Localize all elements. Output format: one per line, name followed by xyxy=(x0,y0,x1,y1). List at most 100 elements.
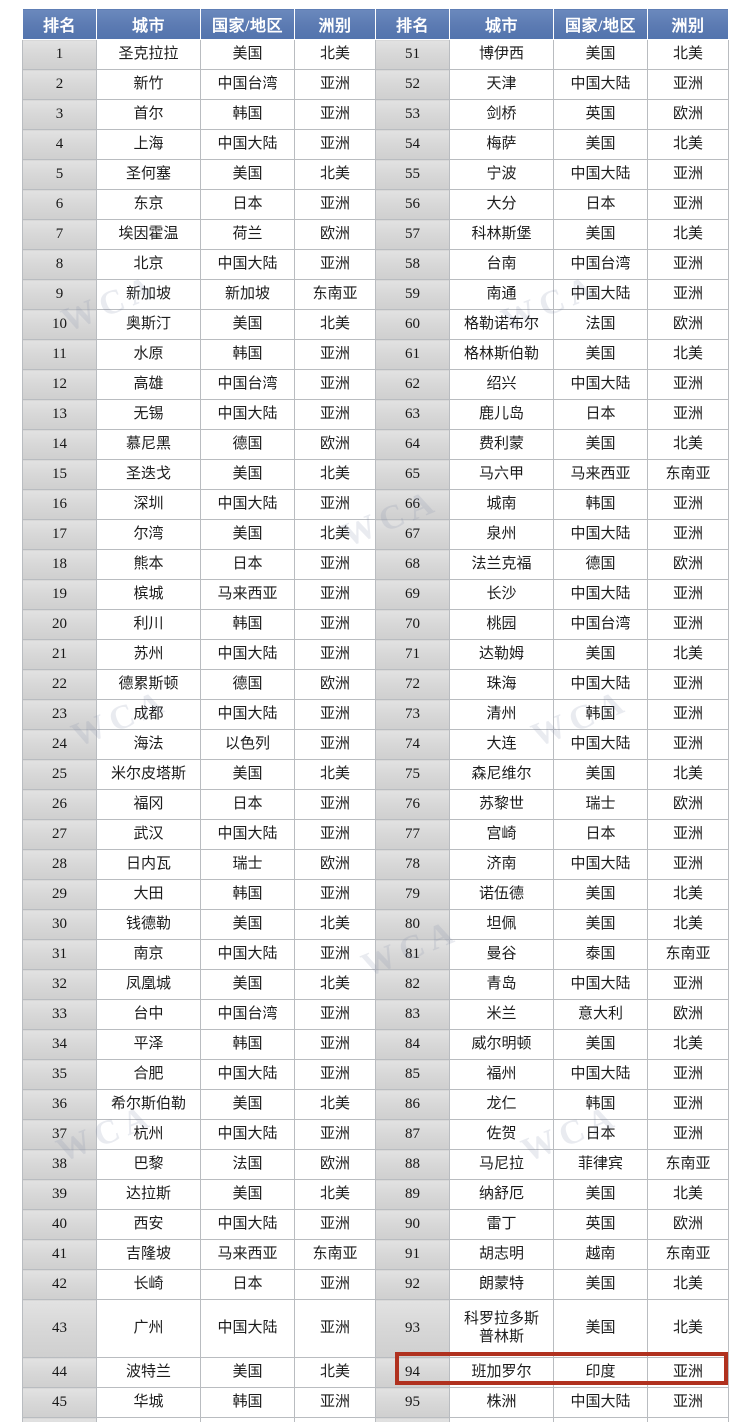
cell-country-left: 中国大陆 xyxy=(200,1119,295,1150)
cell-city-left: 苏州 xyxy=(96,639,201,670)
cell-city-left: 圣何塞 xyxy=(96,159,201,190)
cell-continent-left: 亚洲 xyxy=(294,69,376,100)
cell-city-left: 圣迭戈 xyxy=(96,459,201,490)
cell-continent-right: 亚洲 xyxy=(647,279,729,310)
cell-rank-left: 26 xyxy=(22,789,97,820)
cell-country-left: 中国大陆 xyxy=(200,129,295,160)
cell-country-left: 美国 xyxy=(200,519,295,550)
cell-country-right: 菲律宾 xyxy=(553,1149,648,1180)
cell-rank-right: 69 xyxy=(375,579,450,610)
cell-country-left: 中国大陆 xyxy=(200,819,295,850)
table-row: 31 南京 中国大陆 亚洲 81 曼谷 泰国 东南亚 xyxy=(22,939,729,970)
cell-rank-left: 19 xyxy=(22,579,97,610)
cell-country-right: 中国大陆 xyxy=(553,369,648,400)
cell-city-right: 青岛 xyxy=(449,969,554,1000)
table-row: 40 西安 中国大陆 亚洲 90 雷丁 英国 欧洲 xyxy=(22,1209,729,1240)
cell-continent-left: 欧洲 xyxy=(294,849,376,880)
cell-rank-right: 71 xyxy=(375,639,450,670)
cell-continent-left: 欧洲 xyxy=(294,1149,376,1180)
cell-city-left: 北京 xyxy=(96,249,201,280)
cell-city-right: 大分 xyxy=(449,189,554,220)
cell-rank-right: 56 xyxy=(375,189,450,220)
cell-rank-left: 44 xyxy=(22,1357,97,1388)
ranking-table-wrapper: 排名 城市 国家/地区 洲别 排名 城市 国家/地区 洲别 1 圣克拉拉 美国 北美 5… xyxy=(22,8,729,1422)
table-row: 18 熊本 日本 亚洲 68 法兰克福 德国 欧洲 xyxy=(22,549,729,580)
cell-country-left: 韩国 xyxy=(200,1029,295,1060)
cell-rank-left: 45 xyxy=(22,1387,97,1418)
cell-city-left: 槟城 xyxy=(96,579,201,610)
cell-continent-left: 亚洲 xyxy=(294,189,376,220)
cell-city-left: 福冈 xyxy=(96,789,201,820)
cell-rank-right: 72 xyxy=(375,669,450,700)
table-row: 33 台中 中国台湾 亚洲 83 米兰 意大利 欧洲 xyxy=(22,999,729,1030)
table-row: 35 合肥 中国大陆 亚洲 85 福州 中国大陆 亚洲 xyxy=(22,1059,729,1090)
cell-rank-right: 89 xyxy=(375,1179,450,1210)
cell-country-right: 美国 xyxy=(553,909,648,940)
table-row: 1 圣克拉拉 美国 北美 51 博伊西 美国 北美 xyxy=(22,39,729,70)
cell-city-left: 米尔皮塔斯 xyxy=(96,759,201,790)
cell-city-left: 钱德勒 xyxy=(96,909,201,940)
cell-country-right: 中国大陆 xyxy=(553,669,648,700)
cell-continent-left: 北美 xyxy=(294,459,376,490)
cell-country-left: 日本 xyxy=(200,189,295,220)
cell-country-right: 美国 xyxy=(553,1029,648,1060)
cell-city-right: 班加罗尔 xyxy=(449,1357,554,1388)
cell-city-left: 上海 xyxy=(96,129,201,160)
cell-rank-right: 59 xyxy=(375,279,450,310)
cell-city-left: 达拉斯 xyxy=(96,1179,201,1210)
cell-rank-left: 6 xyxy=(22,189,97,220)
cell-rank-left: 5 xyxy=(22,159,97,190)
cell-continent-left: 亚洲 xyxy=(294,1417,376,1422)
cell-continent-right: 北美 xyxy=(647,909,729,940)
cell-continent-left: 亚洲 xyxy=(294,1299,376,1358)
cell-country-left: 瑞士 xyxy=(200,849,295,880)
cell-rank-left: 39 xyxy=(22,1179,97,1210)
cell-country-right: 印度 xyxy=(553,1357,648,1388)
cell-rank-right: 63 xyxy=(375,399,450,430)
table-row: 24 海法 以色列 亚洲 74 大连 中国大陆 亚洲 xyxy=(22,729,729,760)
cell-city-right: 台南 xyxy=(449,249,554,280)
header-rank-right: 排名 xyxy=(375,8,450,40)
cell-continent-left: 欧洲 xyxy=(294,429,376,460)
cell-rank-left: 14 xyxy=(22,429,97,460)
cell-continent-left: 亚洲 xyxy=(294,699,376,730)
cell-city-left: 新竹 xyxy=(96,69,201,100)
cell-country-right: 中国大陆 xyxy=(553,1387,648,1418)
cell-continent-left: 亚洲 xyxy=(294,789,376,820)
cell-country-left: 中国大陆 xyxy=(200,489,295,520)
cell-city-right: 马尼拉 xyxy=(449,1149,554,1180)
table-row: 43 广州 中国大陆 亚洲 93 科罗拉多斯 普林斯 美国 北美 xyxy=(22,1299,729,1358)
cell-city-right: 天津 xyxy=(449,69,554,100)
cell-country-left: 韩国 xyxy=(200,99,295,130)
cell-country-right: 美国 xyxy=(553,1299,648,1358)
cell-city-left: 慕尼黑 xyxy=(96,429,201,460)
table-row: 15 圣迭戈 美国 北美 65 马六甲 马来西亚 东南亚 xyxy=(22,459,729,490)
cell-city-right: 森尼维尔 xyxy=(449,759,554,790)
cell-rank-left: 16 xyxy=(22,489,97,520)
cell-continent-left: 亚洲 xyxy=(294,1059,376,1090)
cell-rank-right: 57 xyxy=(375,219,450,250)
cell-continent-left: 亚洲 xyxy=(294,879,376,910)
cell-continent-left: 亚洲 xyxy=(294,639,376,670)
cell-continent-right: 欧洲 xyxy=(647,309,729,340)
cell-country-left: 韩国 xyxy=(200,1387,295,1418)
cell-continent-right: 欧洲 xyxy=(647,99,729,130)
cell-continent-left: 亚洲 xyxy=(294,99,376,130)
cell-rank-right: 90 xyxy=(375,1209,450,1240)
cell-continent-right: 亚洲 xyxy=(647,159,729,190)
city-line-1: 科罗拉多斯 xyxy=(463,1311,539,1328)
cell-city-right: 清州 xyxy=(449,699,554,730)
cell-rank-left: 46 xyxy=(22,1417,97,1422)
cell-continent-left: 亚洲 xyxy=(294,579,376,610)
cell-country-left: 美国 xyxy=(200,1357,295,1388)
cell-country-right: 美国 xyxy=(553,639,648,670)
cell-city-left: 东京 xyxy=(96,189,201,220)
cell-rank-left: 10 xyxy=(22,309,97,340)
cell-rank-left: 31 xyxy=(22,939,97,970)
cell-country-left: 韩国 xyxy=(200,609,295,640)
cell-city-left: 新加坡 xyxy=(96,279,201,310)
cell-continent-right: 北美 xyxy=(647,129,729,160)
cell-rank-right: 96 xyxy=(375,1417,450,1422)
cell-country-left: 美国 xyxy=(200,759,295,790)
cell-continent-right: 亚洲 xyxy=(647,399,729,430)
